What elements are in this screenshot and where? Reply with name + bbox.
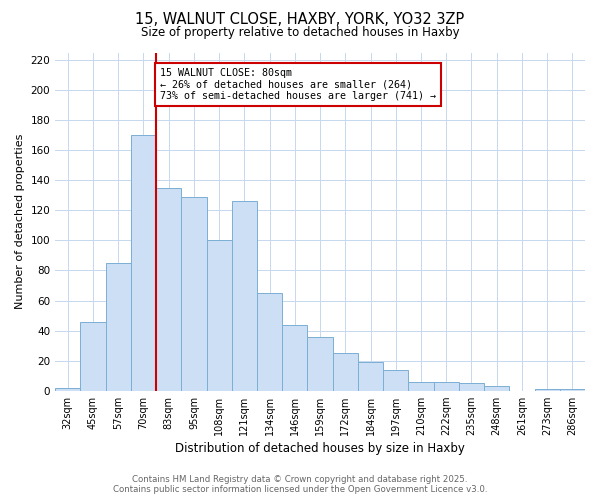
Bar: [383, 370, 409, 390]
Bar: [282, 324, 307, 390]
Text: Contains HM Land Registry data © Crown copyright and database right 2025.
Contai: Contains HM Land Registry data © Crown c…: [113, 474, 487, 494]
Bar: [131, 135, 156, 390]
Bar: [257, 293, 282, 390]
Bar: [459, 383, 484, 390]
Bar: [80, 322, 106, 390]
Bar: [232, 202, 257, 390]
Bar: [358, 362, 383, 390]
Bar: [181, 197, 206, 390]
Text: Size of property relative to detached houses in Haxby: Size of property relative to detached ho…: [140, 26, 460, 39]
Bar: [535, 389, 560, 390]
Bar: [409, 382, 434, 390]
Bar: [307, 336, 332, 390]
Bar: [484, 386, 509, 390]
Bar: [156, 188, 181, 390]
Bar: [560, 389, 585, 390]
Text: 15 WALNUT CLOSE: 80sqm
← 26% of detached houses are smaller (264)
73% of semi-de: 15 WALNUT CLOSE: 80sqm ← 26% of detached…: [160, 68, 436, 100]
Bar: [332, 353, 358, 391]
Bar: [206, 240, 232, 390]
Y-axis label: Number of detached properties: Number of detached properties: [15, 134, 25, 310]
X-axis label: Distribution of detached houses by size in Haxby: Distribution of detached houses by size …: [175, 442, 465, 455]
Bar: [55, 388, 80, 390]
Bar: [434, 382, 459, 390]
Text: 15, WALNUT CLOSE, HAXBY, YORK, YO32 3ZP: 15, WALNUT CLOSE, HAXBY, YORK, YO32 3ZP: [136, 12, 464, 28]
Bar: [106, 263, 131, 390]
